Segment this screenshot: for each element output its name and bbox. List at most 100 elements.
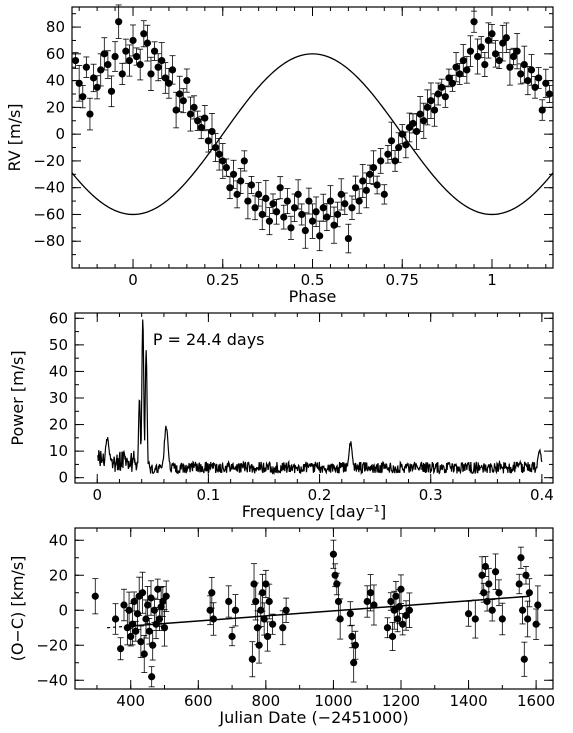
rv-point [183, 77, 191, 85]
oc-point [485, 580, 493, 588]
rv-point [301, 226, 309, 235]
oc-point [392, 592, 400, 600]
oc-point [263, 632, 272, 641]
rv-point [172, 106, 180, 114]
periodogram-ticks: 0 0.1 0.2 0.3 0.4 0 10 20 30 40 50 60 [49, 309, 554, 504]
rv-point [104, 60, 112, 69]
rv-point [125, 56, 134, 65]
rv-point [140, 30, 148, 38]
oc-point [395, 603, 403, 611]
oc-point [488, 606, 496, 614]
rv-point [86, 110, 94, 118]
rv-point [262, 194, 270, 202]
rv-point [330, 221, 338, 229]
rv-point [395, 143, 403, 152]
x-tick-label: 0.5 [301, 271, 325, 289]
y-tick-label: 0 [58, 469, 68, 487]
oc-point [257, 606, 265, 614]
oc-point [117, 645, 125, 653]
rv-point [276, 184, 284, 192]
oc-point [138, 589, 147, 597]
oc-point [333, 580, 341, 588]
rv-point [438, 83, 446, 91]
rv-point [215, 150, 223, 158]
rv-point [430, 106, 439, 114]
rv-point [197, 123, 205, 132]
oc-point [225, 597, 233, 606]
oc-point [252, 597, 260, 606]
oc-point [132, 627, 140, 635]
y-tick-label: 10 [49, 442, 68, 460]
oc-point [399, 620, 407, 628]
rv-point [118, 70, 126, 78]
oc-point [140, 650, 148, 658]
oc-point [162, 592, 170, 600]
rv-points [71, 4, 554, 254]
oc-point [120, 601, 128, 609]
rv-point [107, 87, 116, 95]
oc-point [145, 627, 153, 635]
rv-point [150, 47, 159, 55]
rv-point [448, 79, 457, 87]
oc-point [525, 589, 533, 597]
oc-point [329, 550, 338, 558]
oc-point [111, 615, 120, 623]
rv-point [326, 197, 335, 205]
oc-ticks: 400 600 800 1000 1200 1400 1600 −40 −20 0 20 40 [36, 528, 555, 710]
rv-point [229, 170, 238, 178]
rv-point [502, 34, 510, 42]
oc-point [142, 615, 150, 623]
oc-point [209, 615, 218, 623]
y-tick-label: 80 [46, 18, 65, 36]
rv-point [258, 210, 266, 219]
oc-point [127, 632, 135, 641]
rv-point [412, 127, 421, 136]
rv-point [351, 184, 360, 192]
oc-point [130, 597, 138, 606]
oc-x-axis-label: Julian Date (−2451000) [218, 708, 408, 727]
rv-point [93, 83, 101, 91]
oc-point [387, 597, 395, 606]
rv-model-curve [71, 53, 554, 216]
rv-point [384, 150, 392, 158]
oc-point [517, 554, 525, 562]
rv-point [520, 60, 528, 69]
oc-point [160, 624, 169, 632]
x-tick-label: 1000 [314, 692, 352, 710]
oc-point [388, 632, 397, 641]
oc-point [250, 580, 258, 588]
rv-point [344, 234, 352, 243]
oc-point [255, 641, 263, 649]
y-tick-label: 0 [58, 601, 68, 619]
oc-point [348, 632, 356, 641]
rv-point [509, 52, 518, 61]
rv-point [463, 66, 471, 74]
rv-point [75, 79, 83, 87]
x-tick-label: 1 [487, 271, 497, 289]
oc-point [260, 615, 268, 623]
rv-point [420, 117, 428, 125]
rv-point [265, 217, 274, 225]
x-tick-label: 0.75 [386, 271, 419, 289]
rv-point [111, 52, 119, 61]
periodogram-line [97, 319, 543, 476]
rv-point [79, 93, 87, 101]
y-tick-label: 50 [49, 336, 68, 354]
oc-point [481, 562, 490, 571]
rv-point [319, 204, 327, 212]
rv-point [402, 141, 410, 149]
rv-point [194, 117, 202, 125]
rv-point [366, 170, 374, 178]
rv-point [233, 190, 241, 198]
rv-point [168, 66, 177, 74]
oc-point [228, 632, 236, 641]
rv-point [441, 93, 449, 101]
rv-point [129, 36, 137, 45]
rv-point [362, 186, 370, 194]
rv-point [244, 197, 252, 205]
oc-plot-frame [74, 527, 554, 690]
oc-point [370, 601, 378, 609]
rv-point [201, 114, 209, 122]
x-tick-label: 0.2 [308, 486, 332, 504]
rv-point [513, 47, 521, 55]
